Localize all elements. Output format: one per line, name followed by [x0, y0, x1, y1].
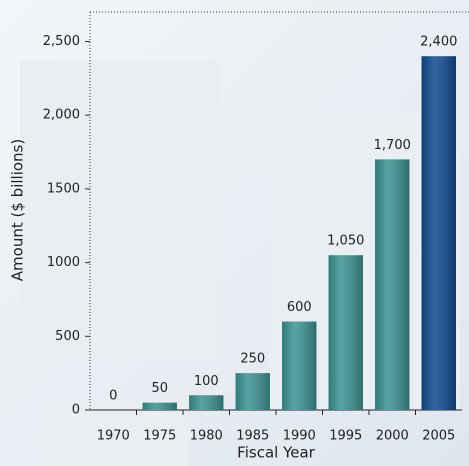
y-tick-label: 1500: [47, 181, 80, 196]
x-tick-label: 1980: [190, 429, 223, 444]
value-label: 0: [109, 389, 117, 404]
x-tick-label: 1975: [143, 429, 176, 444]
window-shape: [20, 60, 220, 360]
bar-shade: [328, 255, 363, 410]
value-label: 1,700: [374, 138, 411, 153]
x-tick-label: 2000: [376, 429, 409, 444]
bar-shade: [375, 159, 410, 410]
y-tick-label: 0: [72, 403, 80, 418]
bar-shade: [282, 321, 317, 410]
x-tick-label: 2005: [422, 429, 455, 444]
x-axis-title: Fiscal Year: [237, 444, 315, 462]
bar-shade: [235, 373, 270, 410]
y-axis-title: Amount ($ billions): [9, 139, 27, 281]
value-label: 1,050: [327, 234, 364, 249]
bar-shade: [421, 56, 456, 410]
x-tick-label: 1990: [283, 429, 316, 444]
x-tick-label: 1995: [329, 429, 362, 444]
value-label: 250: [240, 352, 265, 367]
y-tick-label: 500: [55, 329, 80, 344]
value-label: 2,400: [420, 35, 457, 50]
bar-shade: [142, 402, 177, 410]
x-tick-label: 1970: [97, 429, 130, 444]
value-label: 100: [194, 374, 219, 389]
y-tick-label: 2,000: [43, 108, 80, 123]
y-tick-label: 1000: [47, 255, 80, 270]
window-shape: [40, 400, 190, 466]
value-label: 50: [151, 381, 168, 396]
x-tick-label: 1985: [236, 429, 269, 444]
value-label: 600: [287, 300, 312, 315]
bar-shade: [189, 395, 224, 410]
y-tick-label: 2,500: [43, 34, 80, 49]
